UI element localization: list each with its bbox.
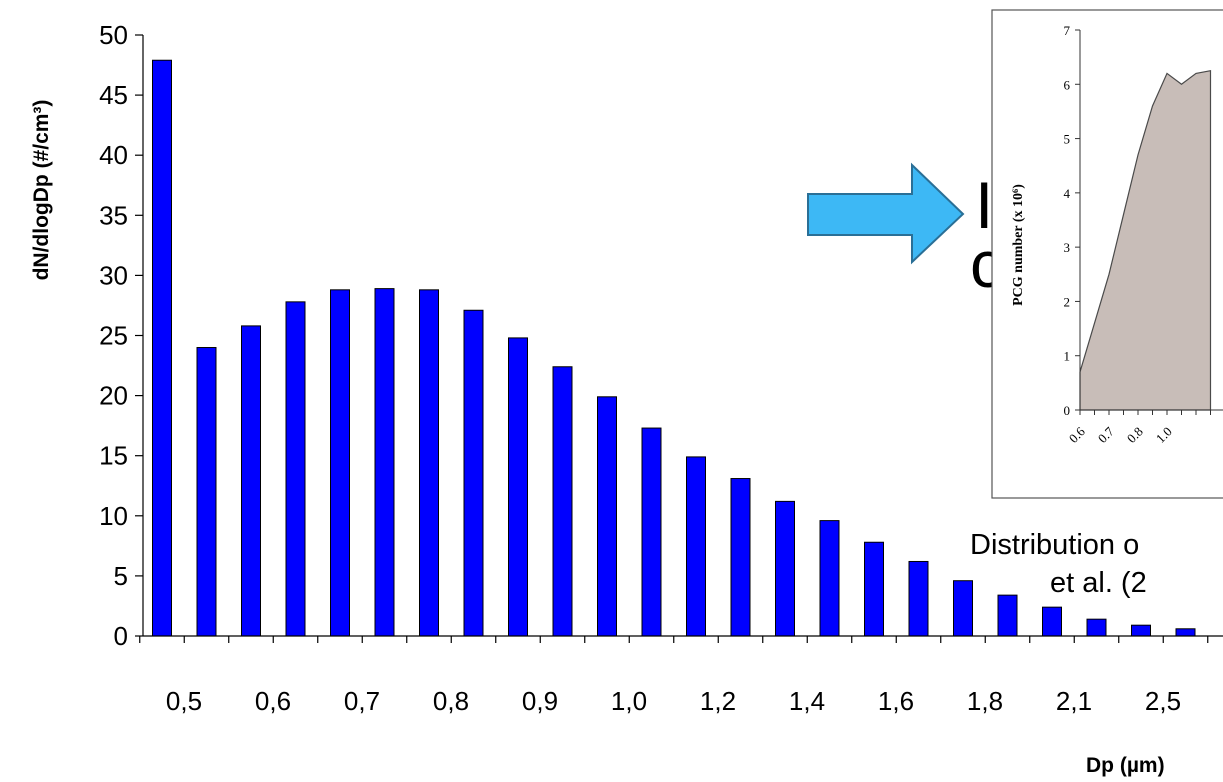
y-tick-label: 40 xyxy=(99,140,128,170)
inset-y-tick-label: 3 xyxy=(1064,240,1071,255)
x-tick-label: 2,5 xyxy=(1145,686,1181,716)
inset-area-fill xyxy=(1079,69,1212,411)
bar xyxy=(508,337,528,637)
bar xyxy=(196,347,217,637)
x-tick-label: 1,6 xyxy=(878,686,914,716)
bar xyxy=(908,560,929,637)
x-axis-title: Dp (µm) xyxy=(1086,754,1165,777)
bar xyxy=(686,456,706,637)
bar xyxy=(1042,606,1062,637)
bar xyxy=(1175,628,1196,637)
x-tick-label: 0,6 xyxy=(255,686,291,716)
y-tick-label: 20 xyxy=(99,381,128,411)
caption-line-2: et al. (2 xyxy=(1050,567,1147,599)
y-axis: 0 5 10 15 20 25 30 35 40 45 50 xyxy=(99,20,144,651)
x-tick-label: 0,8 xyxy=(433,686,469,716)
x-tick-label: 0,5 xyxy=(166,686,202,716)
y-tick-label: 50 xyxy=(99,20,128,50)
inset-y-tick-label: 6 xyxy=(1064,77,1071,92)
bar xyxy=(285,301,306,637)
x-tick-label: 0,7 xyxy=(344,686,380,716)
bar xyxy=(463,309,484,637)
bar xyxy=(419,289,439,637)
bar xyxy=(552,366,573,637)
x-tick-label: 2,1 xyxy=(1056,686,1092,716)
y-axis-title: dN/dlogDp (#/cm³) xyxy=(30,100,53,281)
bar xyxy=(864,541,884,637)
right-arrow-icon xyxy=(807,162,965,265)
inset-y-tick-label: 0 xyxy=(1064,403,1071,418)
bar xyxy=(953,580,973,637)
inset-y-axis-title: PCG number (x 10⁶) xyxy=(1011,184,1026,306)
y-tick-label: 25 xyxy=(99,321,128,351)
y-tick-label: 0 xyxy=(114,621,128,651)
bar xyxy=(1086,618,1107,637)
partial-glyph: I xyxy=(975,168,993,242)
y-tick-label: 30 xyxy=(99,260,128,290)
x-tick-label: 0,9 xyxy=(522,686,558,716)
bar xyxy=(641,427,662,637)
x-tick-label: 1,8 xyxy=(967,686,1003,716)
y-tick-label: 45 xyxy=(99,80,128,110)
inset-y-tick-label: 2 xyxy=(1064,294,1071,309)
x-tick-label: 1,4 xyxy=(789,686,825,716)
bar xyxy=(730,478,751,637)
bar xyxy=(997,594,1018,637)
inset-y-tick-label: 7 xyxy=(1064,23,1071,38)
inset-y-tick-label: 5 xyxy=(1064,132,1071,147)
inset-y-tick-label: 1 xyxy=(1064,349,1071,364)
y-tick-label: 15 xyxy=(99,441,128,471)
x-axis: 0,5 0,6 0,7 0,8 0,9 1,0 1,2 1,4 1,6 1,8 2,1 2,5 xyxy=(139,635,1223,716)
bar xyxy=(597,396,617,637)
y-tick-label: 5 xyxy=(114,561,128,591)
x-tick-label: 1,0 xyxy=(611,686,647,716)
x-tick-label: 1,2 xyxy=(700,686,736,716)
y-tick-label: 10 xyxy=(99,501,128,531)
inset-area-series xyxy=(1079,69,1212,411)
caption-line-1: Distribution o xyxy=(970,529,1140,561)
bar xyxy=(374,288,395,637)
y-tick-label: 35 xyxy=(99,200,128,230)
bar xyxy=(241,325,261,637)
bar xyxy=(1131,624,1151,637)
inset-y-tick-label: 4 xyxy=(1064,186,1071,201)
bar-series xyxy=(152,59,1196,637)
bar xyxy=(330,289,350,637)
inset-y-axis: 0 1 2 3 4 5 6 7 xyxy=(1064,23,1081,418)
bar xyxy=(819,520,840,637)
bar xyxy=(775,500,795,637)
bar xyxy=(152,59,172,637)
